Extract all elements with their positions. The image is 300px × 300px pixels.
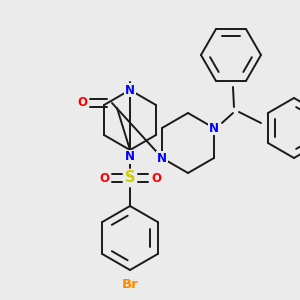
Text: N: N (125, 151, 135, 164)
Text: N: N (125, 83, 135, 97)
Text: O: O (77, 97, 87, 110)
Text: N: N (157, 152, 167, 164)
Text: Br: Br (122, 278, 138, 290)
Text: O: O (151, 172, 161, 184)
Text: N: N (209, 122, 219, 134)
Text: O: O (99, 172, 109, 184)
Text: S: S (125, 170, 135, 185)
